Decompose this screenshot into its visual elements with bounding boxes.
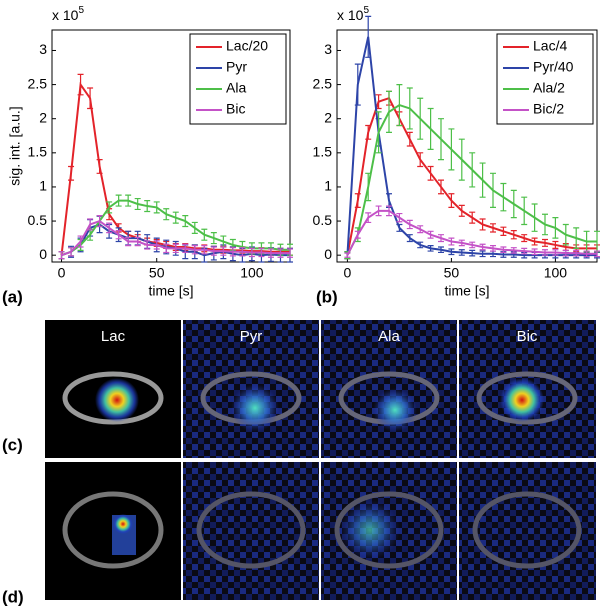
signal-blob — [231, 384, 279, 432]
multiplier-exponent: 5 — [78, 5, 84, 16]
x-tick-label: 50 — [444, 265, 460, 281]
signal-blob — [113, 514, 133, 534]
x-tick-label: 50 — [149, 265, 165, 281]
y-tick-label: 1 — [39, 178, 47, 194]
series-line — [61, 219, 290, 257]
image-column-label: Bic — [517, 328, 538, 345]
panel-label: (b) — [316, 287, 338, 306]
y-tick-label: 3 — [39, 41, 47, 57]
image-panels: Lac Pyr Ala Bic — [45, 320, 596, 600]
multiplier-base: x 10 — [337, 7, 364, 23]
x-tick-label: 0 — [58, 265, 66, 281]
mri-image — [183, 462, 319, 600]
y-tick-label: 0 — [324, 246, 332, 262]
multiplier-exponent: 5 — [363, 5, 369, 16]
legend-label: Lac/20 — [226, 38, 268, 54]
panel-label: (a) — [2, 287, 23, 306]
signal-blob — [373, 388, 417, 432]
multiplier-base: x 10 — [52, 7, 79, 23]
legend-label: Pyr — [226, 59, 247, 75]
legend-label: Ala/2 — [533, 80, 565, 96]
signal-blob — [500, 378, 544, 422]
legend-label: Bic/2 — [533, 101, 564, 117]
signal-blob — [95, 378, 139, 422]
panel-label: (c) — [2, 435, 23, 454]
image-column-label: Ala — [378, 328, 400, 345]
x-tick-label: 100 — [544, 265, 568, 281]
y-tick-label: 2.5 — [313, 75, 333, 91]
signal-blob — [340, 500, 400, 560]
y-axis-label: sig. int. [a.u.] — [7, 106, 23, 185]
image-column-label: Pyr — [240, 328, 263, 345]
mri-image — [459, 462, 596, 600]
y-multiplier: x 105 — [337, 5, 369, 23]
legend-label: Pyr/40 — [533, 59, 574, 75]
y-tick-label: 1.5 — [28, 144, 48, 160]
series-line — [346, 209, 597, 256]
x-tick-label: 0 — [344, 265, 352, 281]
y-tick-label: 1 — [324, 178, 332, 194]
y-tick-label: 1.5 — [313, 144, 333, 160]
x-axis-label: time [s] — [148, 283, 193, 299]
legend-label: Ala — [226, 80, 246, 96]
y-tick-label: 2.5 — [28, 75, 48, 91]
x-tick-label: 100 — [240, 265, 264, 281]
y-tick-label: 2 — [39, 109, 47, 125]
x-axis-label: time [s] — [444, 283, 489, 299]
panel-label: (d) — [2, 587, 24, 606]
legend-label: Bic — [226, 101, 245, 117]
y-tick-label: 2 — [324, 109, 332, 125]
anatomy — [62, 371, 582, 569]
y-tick-label: 0 — [39, 246, 47, 262]
error-bar — [58, 251, 65, 260]
y-tick-label: 3 — [324, 41, 332, 57]
y-multiplier: x 105 — [52, 5, 84, 23]
image-column-label: Lac — [101, 328, 126, 345]
y-tick-label: 0.5 — [28, 212, 48, 228]
y-tick-label: 0.5 — [313, 212, 333, 228]
legend-label: Lac/4 — [533, 38, 567, 54]
series-line — [346, 103, 597, 256]
